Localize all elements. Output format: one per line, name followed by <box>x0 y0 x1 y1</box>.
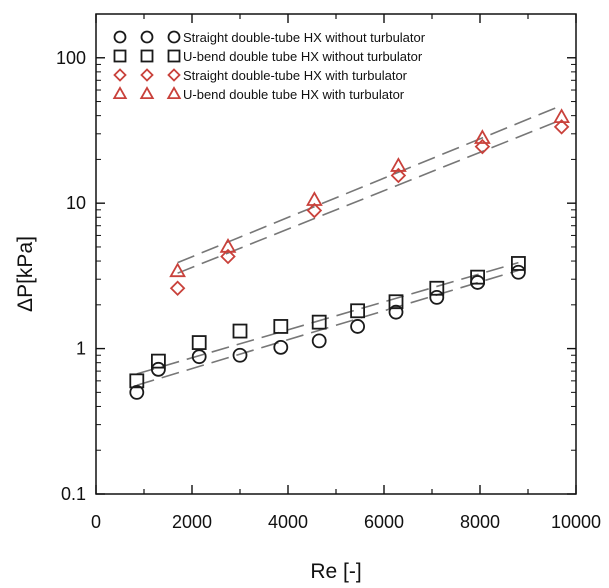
data-point-series-3 <box>390 167 407 184</box>
y-axis-title: ΔP[kPa] <box>14 236 37 312</box>
data-point-series-1 <box>511 264 526 280</box>
fit-line-series-2 <box>136 261 519 375</box>
data-point-series-2 <box>510 256 526 271</box>
x-tick-label: 10000 <box>551 512 601 532</box>
y-tick-label: 1 <box>76 339 86 359</box>
fit-line-series-3 <box>177 118 562 274</box>
data-point-series-2 <box>470 269 486 285</box>
axes <box>95 13 577 495</box>
legend-label-series-3: Straight double-tube HX with turbulator <box>183 68 408 83</box>
x-tick-label: 4000 <box>268 512 308 532</box>
fit-line-series-1 <box>136 269 519 386</box>
x-tick-label: 2000 <box>172 512 212 532</box>
fit-lines <box>136 104 562 386</box>
x-tick-label: 8000 <box>460 512 500 532</box>
legend-marker-series-1 <box>113 30 127 44</box>
fit-line-series-4 <box>177 104 562 264</box>
y-tick-label: 100 <box>56 48 86 68</box>
legend-marker-series-1 <box>167 30 181 44</box>
legend-marker-series-2 <box>140 49 154 63</box>
data-point-series-1 <box>311 333 327 349</box>
axis-labels: 0 2000 4000 6000 8000 10000 0.1 1 10 100 Re [-] ΔP[… <box>14 48 601 583</box>
data-point-series-4 <box>474 129 491 144</box>
legend-label-series-4: U-bend double tube HX with turbulator <box>183 87 405 102</box>
data-points <box>129 108 570 400</box>
legend-marker-series-1 <box>140 30 154 44</box>
data-point-series-2 <box>388 294 404 310</box>
data-point-series-3 <box>553 119 570 135</box>
data-point-series-4 <box>553 108 570 124</box>
data-point-series-1 <box>191 349 207 365</box>
x-tick-label: 6000 <box>364 512 404 532</box>
legend-marker-series-4 <box>166 86 182 100</box>
plot-frame <box>95 13 577 495</box>
data-point-series-4 <box>390 157 407 172</box>
legend-marker-series-3 <box>140 68 154 82</box>
data-point-series-4 <box>306 191 323 206</box>
data-point-series-4 <box>169 262 186 278</box>
data-point-series-1 <box>232 347 248 363</box>
data-point-series-3 <box>306 202 323 219</box>
legend-label-series-1: Straight double-tube HX without turbulat… <box>183 30 426 45</box>
data-point-series-2 <box>273 319 289 334</box>
data-point-series-1 <box>350 319 366 334</box>
data-point-series-2 <box>350 303 366 319</box>
data-point-series-2 <box>191 335 207 350</box>
data-point-series-1 <box>429 289 445 305</box>
legend-marker-series-2 <box>167 49 181 63</box>
data-point-series-2 <box>311 314 327 330</box>
x-tick-label: 0 <box>91 512 101 532</box>
data-point-series-2 <box>232 323 248 339</box>
y-tick-label: 10 <box>66 193 86 213</box>
data-point-series-1 <box>129 384 145 400</box>
legend-marker-series-4 <box>139 86 155 100</box>
data-point-series-4 <box>219 237 237 253</box>
x-axis-title: Re [-] <box>310 560 361 583</box>
data-point-series-3 <box>169 280 186 297</box>
data-point-series-3 <box>220 248 236 265</box>
data-point-series-1 <box>150 361 166 377</box>
legend-marker-series-2 <box>113 49 127 63</box>
legend-marker-series-3 <box>167 68 181 82</box>
data-point-series-1 <box>273 339 289 355</box>
data-point-series-1 <box>388 304 404 320</box>
data-point-series-2 <box>429 280 445 296</box>
legend: Straight double-tube HX without turbulat… <box>112 30 426 102</box>
data-point-series-2 <box>150 353 166 369</box>
legend-marker-series-3 <box>113 68 127 82</box>
legend-marker-series-4 <box>112 86 128 100</box>
y-tick-label: 0.1 <box>61 484 86 504</box>
legend-label-series-2: U-bend double tube HX without turbulator <box>183 49 423 64</box>
data-point-series-2 <box>129 373 145 389</box>
data-point-series-3 <box>474 138 491 155</box>
